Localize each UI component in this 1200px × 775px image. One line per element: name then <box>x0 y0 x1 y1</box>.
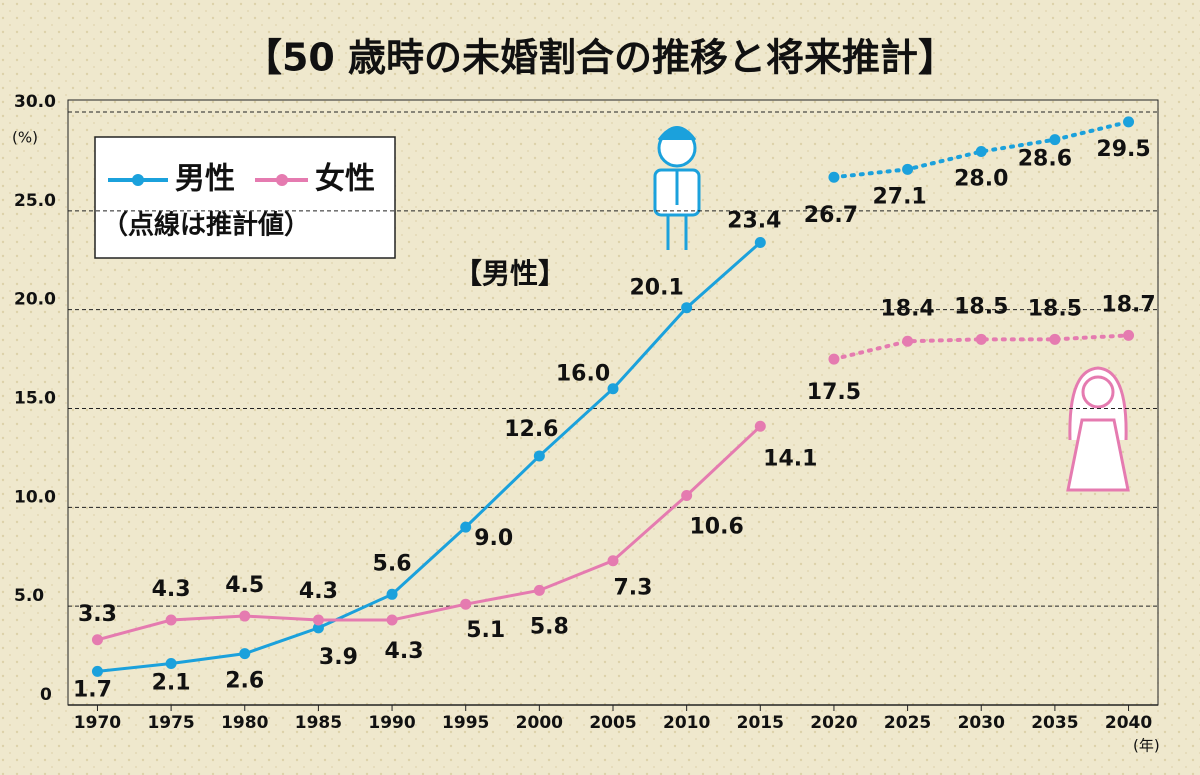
x-tick-label: 2040 <box>1105 713 1152 733</box>
legend: 男性 女性 （点線は推計値） <box>94 136 396 259</box>
data-label: 23.4 <box>727 208 781 233</box>
data-point <box>607 555 619 567</box>
data-point <box>1123 329 1135 341</box>
x-tick-label: 1995 <box>442 713 489 733</box>
bride-icon <box>1066 366 1130 492</box>
data-label: 4.3 <box>152 577 191 602</box>
data-label: 28.6 <box>1018 147 1072 172</box>
data-point <box>386 588 398 600</box>
x-tick-label: 2015 <box>737 713 784 733</box>
data-point <box>1049 333 1061 345</box>
data-label: 18.4 <box>880 296 934 321</box>
y-tick-label: 30.0 <box>14 92 56 112</box>
y-tick-label: 10.0 <box>14 487 56 507</box>
legend-marker <box>132 174 144 186</box>
data-label: 28.0 <box>954 167 1008 192</box>
data-point <box>386 614 398 626</box>
data-point <box>902 335 914 347</box>
data-point <box>607 383 619 395</box>
data-label: 26.7 <box>804 203 858 228</box>
legend-label: 女性 <box>315 162 375 197</box>
data-label: 1.7 <box>73 677 112 702</box>
x-tick-label: 2010 <box>663 713 710 733</box>
data-point <box>460 598 472 610</box>
series-line <box>95 424 762 642</box>
data-label: 29.5 <box>1096 137 1150 162</box>
data-label: 7.3 <box>614 576 653 601</box>
data-point <box>828 353 840 365</box>
x-tick-label: 1990 <box>368 713 415 733</box>
series-line <box>95 240 762 673</box>
data-label: 14.1 <box>763 446 817 471</box>
y-tick-label: 5.0 <box>14 586 44 606</box>
data-point <box>533 450 545 462</box>
data-point <box>902 163 914 175</box>
groom-icon <box>653 126 701 250</box>
data-label: 5.8 <box>530 614 569 639</box>
x-tick-label: 1985 <box>295 713 342 733</box>
x-tick-label: 1975 <box>147 713 194 733</box>
legend-box <box>94 136 396 259</box>
data-point <box>91 634 103 646</box>
legend-note: （点線は推計値） <box>102 210 310 241</box>
data-label: 20.1 <box>630 276 684 301</box>
data-label: 5.6 <box>373 551 412 576</box>
data-label: 18.7 <box>1101 292 1155 317</box>
data-point <box>533 584 545 596</box>
y-tick-label: 20.0 <box>14 290 56 310</box>
data-label: 16.0 <box>556 362 610 387</box>
data-point <box>975 333 987 345</box>
data-point <box>754 420 766 432</box>
data-label: 4.5 <box>225 573 264 598</box>
data-point <box>681 489 693 501</box>
x-tick-label: 2005 <box>589 713 636 733</box>
data-label: 2.6 <box>225 669 264 694</box>
data-point <box>239 648 251 660</box>
data-point <box>1049 134 1061 146</box>
data-label: 17.5 <box>807 380 861 405</box>
data-point <box>165 657 177 669</box>
data-point <box>239 610 251 622</box>
data-point <box>754 236 766 248</box>
data-point <box>312 614 324 626</box>
annotation: 【男性】 <box>454 257 566 290</box>
y-tick-label: 15.0 <box>14 389 56 409</box>
y-tick-label: 25.0 <box>14 191 56 211</box>
legend-marker <box>276 174 288 186</box>
data-label: 27.1 <box>872 184 926 209</box>
x-tick-label: 2000 <box>516 713 563 733</box>
x-tick-label: 2030 <box>958 713 1005 733</box>
data-label: 18.5 <box>1028 296 1082 321</box>
data-label: 3.9 <box>319 645 358 670</box>
x-tick-label: 1980 <box>221 713 268 733</box>
data-label: 4.3 <box>385 639 424 664</box>
data-label: 2.1 <box>152 670 191 695</box>
data-point <box>91 665 103 677</box>
data-label: 9.0 <box>474 526 513 551</box>
y-unit: (%) <box>12 129 38 147</box>
x-tick-label: 2025 <box>884 713 931 733</box>
data-point <box>1123 116 1135 128</box>
x-unit: (年) <box>1133 737 1160 755</box>
data-label: 5.1 <box>466 618 505 643</box>
data-point <box>460 521 472 533</box>
y-tick-label: 0 <box>40 685 52 705</box>
chart-title: 【50 歳時の未婚割合の推移と将来推計】 <box>244 36 956 80</box>
data-point <box>975 146 987 158</box>
legend-label: 男性 <box>175 162 235 197</box>
data-point <box>312 622 324 634</box>
data-point <box>165 614 177 626</box>
x-tick-label: 2020 <box>810 713 857 733</box>
data-point <box>828 171 840 183</box>
x-tick-label: 1970 <box>74 713 121 733</box>
data-label: 4.3 <box>299 579 338 604</box>
data-label: 18.5 <box>954 294 1008 319</box>
data-point <box>681 302 693 314</box>
x-tick-label: 2035 <box>1031 713 1078 733</box>
data-label: 3.3 <box>78 602 117 627</box>
data-label: 12.6 <box>504 417 558 442</box>
data-label: 10.6 <box>690 514 744 539</box>
